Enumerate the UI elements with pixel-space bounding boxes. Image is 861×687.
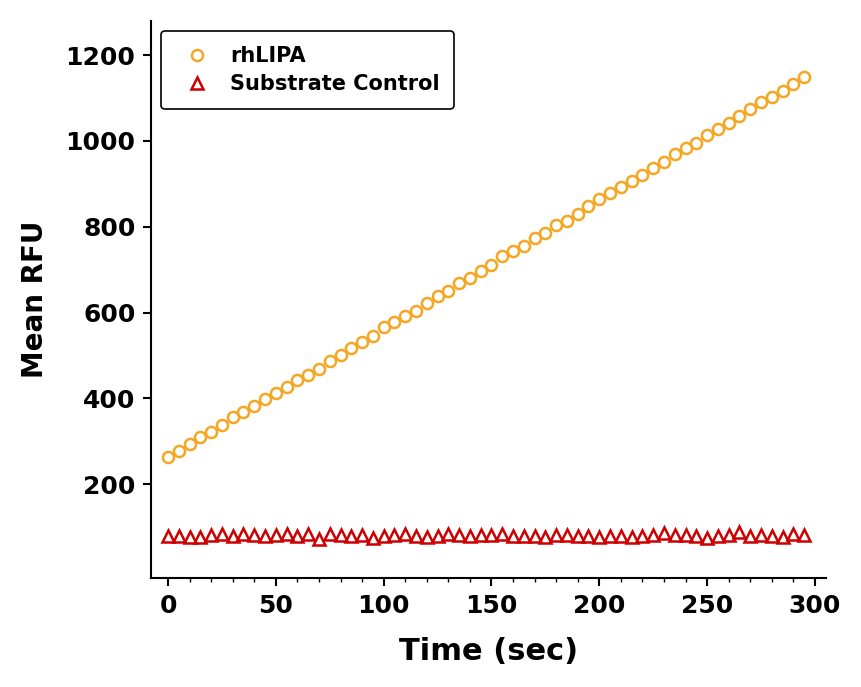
Substrate Control (313, 534, 324, 543)
X-axis label: Time (sec): Time (sec) (398, 637, 577, 666)
Substrate Control (798, 530, 808, 539)
Substrate Control (270, 531, 281, 539)
Substrate Control (389, 531, 400, 539)
Legend: rhLIPA, Substrate Control: rhLIPA, Substrate Control (161, 31, 454, 109)
rhLIPA (378, 324, 388, 332)
Substrate Control (335, 531, 345, 539)
Substrate Control (572, 532, 582, 540)
rhLIPA (325, 357, 335, 365)
Line: rhLIPA: rhLIPA (162, 71, 808, 462)
rhLIPA (270, 390, 281, 398)
Substrate Control (734, 528, 744, 537)
Substrate Control (163, 532, 173, 540)
rhLIPA (163, 453, 173, 461)
rhLIPA (368, 333, 378, 341)
Line: Substrate Control: Substrate Control (162, 527, 808, 545)
Substrate Control (378, 532, 388, 540)
Substrate Control (356, 531, 367, 539)
Y-axis label: Mean RFU: Mean RFU (21, 221, 49, 379)
rhLIPA (346, 344, 356, 352)
rhLIPA (561, 216, 572, 225)
rhLIPA (798, 73, 808, 81)
